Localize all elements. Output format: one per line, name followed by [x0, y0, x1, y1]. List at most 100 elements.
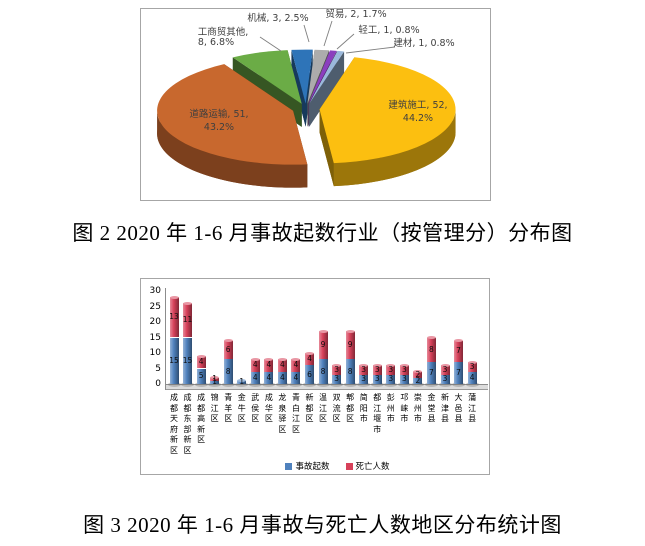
bar-value-deaths: 11: [182, 315, 193, 325]
bar-shadow: [289, 382, 303, 387]
bar-cap: [169, 295, 179, 299]
bar-cap: [467, 360, 477, 364]
bar-cap: [183, 301, 193, 305]
bar-shadow: [384, 382, 398, 387]
bar-accidents-成都天府新区: [169, 337, 179, 384]
bar-shadow: [275, 382, 289, 387]
bar-value-accidents: 4: [266, 372, 272, 382]
figure2-caption: 图 2 2020 年 1-6 月事故起数行业（按管理分）分布图: [72, 221, 573, 245]
bar-value-accidents: 4: [293, 372, 299, 382]
bar-deaths-简阳市: [359, 365, 369, 375]
pie-slice-cut-建材: [309, 51, 345, 127]
bar-shadow: [452, 382, 466, 387]
bar-value-deaths: 3: [374, 365, 380, 375]
legend-label: 死亡人数: [355, 462, 390, 472]
y-axis-tick-5: 5: [155, 363, 161, 374]
bar-deaths-成都天府新区: [169, 297, 179, 338]
x-axis-label-龙泉驿区: 龙 泉 驿 区: [278, 393, 287, 434]
legend-label: 事故起数: [295, 462, 330, 472]
bar-cap: [399, 363, 409, 367]
legend-swatch: [345, 462, 353, 470]
x-axis-label-大邑县: 大 邑 县: [454, 393, 463, 423]
bar-value-deaths: 4: [280, 360, 285, 370]
pie-slice-机械: [291, 49, 313, 104]
bar-value-accidents: 4: [252, 372, 258, 382]
bar-value-deaths: 4: [252, 360, 258, 370]
x-axis-label-彭州市: 彭 州 市: [386, 393, 395, 423]
bar-value-accidents: 4: [469, 372, 475, 382]
bar-value-accidents: 7: [429, 368, 434, 378]
bar-value-accidents: 5: [198, 371, 204, 381]
bar-value-deaths: 1: [212, 374, 218, 384]
pie-3d-plot: 机械, 3, 2.5% 贸易, 2, 1.7% 轻工, 1, 0.8%建材, 1, …: [157, 8, 456, 188]
bar-value-deaths: 9: [347, 340, 353, 350]
bar-deaths-锦江区: [210, 377, 220, 381]
bar-accidents-成华区: [264, 371, 274, 384]
bar-cap: [426, 336, 436, 339]
bar-shadow: [438, 382, 452, 387]
bar-deaths-成华区: [264, 359, 274, 372]
chart-floor: [166, 385, 488, 390]
bar-deaths-大邑县: [454, 340, 464, 363]
pie-label-工商贸其他: 8, 6.8%: [198, 37, 234, 48]
bar-cap: [413, 370, 423, 374]
bar-value-accidents: 1: [212, 377, 218, 387]
x-axis-label-青羊区: 青 羊 区: [224, 393, 233, 423]
bar-shadow: [208, 382, 222, 387]
bar-deaths-青羊区: [223, 340, 233, 360]
pie-slice-建筑施工: [319, 57, 456, 164]
bar-value-accidents: 3: [388, 374, 394, 384]
bar-accidents-郫都区: [345, 359, 355, 384]
legend-item-死亡人数: 死亡人数: [345, 460, 390, 472]
x-axis-label-武侯区: 武 侯 区: [251, 393, 260, 423]
bar-deaths-蒲江县: [467, 362, 477, 372]
bar-shadow: [181, 382, 195, 387]
bar-accidents-新津县: [440, 374, 450, 384]
bar-deaths-都江堰市: [372, 365, 382, 375]
legend-item-事故起数: 事故起数: [285, 460, 330, 472]
bar-cap: [277, 357, 287, 361]
pie-label-建筑施工: 44.2%: [403, 113, 433, 124]
bar-deaths-青白江区: [291, 359, 301, 372]
bar-value-deaths: 4: [266, 360, 272, 370]
bar-deaths-崇州市: [413, 371, 423, 378]
bar-value-accidents: 15: [182, 355, 193, 365]
bar-shadow: [316, 382, 330, 387]
bar-accidents-简阳市: [359, 374, 369, 384]
bar-deaths-成都东部新区: [183, 303, 193, 338]
x-axis-label-成都天府新区: 成 都 天 府 新 区: [170, 393, 178, 455]
bar-value-accidents: 3: [361, 374, 367, 384]
bar-value-deaths: 9: [320, 340, 326, 350]
x-axis-label-金牛区: 金 牛 区: [237, 393, 246, 423]
chart-legend: 事故起数 死亡人数: [141, 460, 490, 472]
bar-cap: [372, 363, 382, 367]
bar-deaths-温江区: [318, 331, 328, 360]
pie-label-机械: 机械, 3, 2.5%: [247, 12, 308, 24]
x-axis-label-双流区: 双 流 区: [332, 393, 341, 423]
x-axis-label-都江堰市: 都 江 堰 市: [373, 393, 382, 434]
bar-value-accidents: 3: [334, 374, 339, 384]
x-axis-label-成都高新区: 成 都 高 新 区: [197, 393, 206, 444]
x-axis-label-金堂县: 金 堂 县: [427, 393, 436, 423]
y-axis-tick-25: 25: [149, 301, 161, 312]
x-axis-label-新都区: 新 都 区: [305, 393, 314, 423]
pie-label-道路运输: 43.2%: [204, 122, 234, 133]
bar-accidents-彭州市: [386, 374, 396, 384]
bar-value-deaths: 4: [293, 360, 299, 370]
x-axis-label-锦江区: 锦 江 区: [210, 393, 219, 423]
bar-value-deaths: 4: [307, 354, 312, 364]
bar-cap: [332, 363, 342, 367]
bar-accidents-龙泉驿区: [277, 371, 287, 384]
x-axis-label-崇州市: 崇 州 市: [413, 393, 422, 423]
figure3-caption: 图 3 2020 年 1-6 月事故与死亡人数地区分布统计图: [83, 513, 562, 537]
bar-cap: [345, 329, 355, 333]
pie-slice-工商贸其他: [232, 50, 302, 104]
x-axis-label-成都东部新区: 成 都 东 部 新 区: [183, 393, 192, 455]
bar-value-deaths: 6: [225, 344, 231, 354]
bar-accidents-金堂县: [426, 362, 436, 384]
bar-shadow: [343, 382, 357, 387]
pie-slice-cut-机械: [291, 49, 306, 127]
bar-value-deaths: 7: [456, 346, 461, 356]
bar-value-accidents: 8: [347, 366, 353, 376]
pie-label-轻工: 轻工, 1, 0.8%: [358, 24, 419, 36]
